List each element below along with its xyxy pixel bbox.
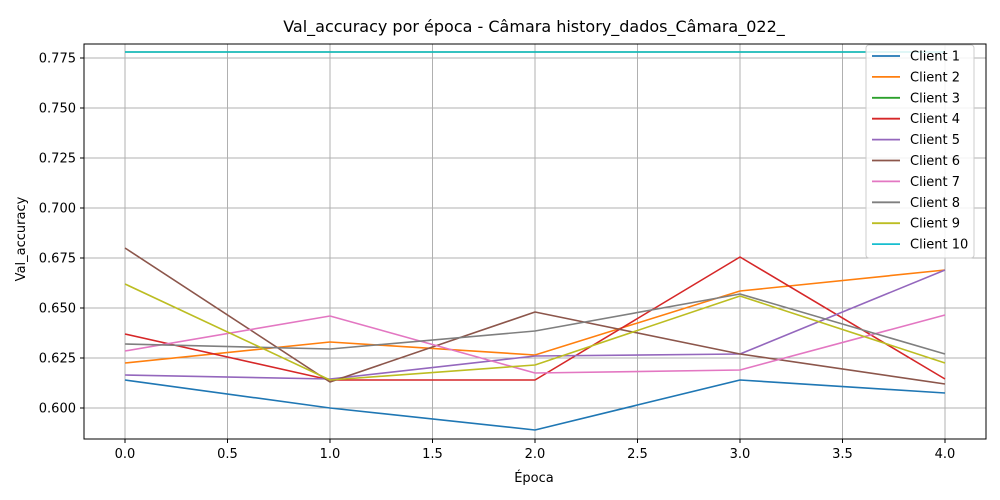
y-tick-label: 0.625 [39, 352, 76, 367]
y-axis-ticks: 0.600 0.625 0.650 0.675 0.700 0.725 0.750 0.775 [39, 52, 84, 417]
y-tick-label: 0.600 [39, 402, 76, 417]
x-tick-label: 0.5 [217, 447, 238, 462]
x-axis-ticks: 0.0 0.5 1.0 1.5 2.0 2.5 3.0 3.5 4.0 [115, 439, 956, 462]
legend-label-client-7: Client 7 [910, 175, 960, 190]
y-axis-title: Val_accuracy [14, 196, 29, 281]
legend-label-client-9: Client 9 [910, 217, 960, 232]
series-line-client-6 [124, 247, 946, 385]
y-tick-label: 0.675 [39, 252, 76, 267]
legend-label-client-5: Client 5 [910, 133, 960, 148]
y-tick-label: 0.725 [39, 152, 76, 167]
series-line-client-9 [124, 283, 946, 381]
x-tick-label: 2.0 [525, 447, 546, 462]
y-tick-label: 0.750 [39, 102, 76, 117]
legend-label-client-4: Client 4 [910, 112, 960, 127]
legend-label-client-2: Client 2 [910, 70, 960, 85]
x-tick-label: 3.5 [832, 447, 853, 462]
x-tick-label: 0.0 [115, 447, 136, 462]
legend-label-client-1: Client 1 [910, 50, 960, 65]
x-tick-label: 1.5 [422, 447, 443, 462]
chart-title: Val_accuracy por época - Câmara history_… [283, 17, 786, 37]
y-tick-label: 0.775 [39, 52, 76, 67]
legend-label-client-8: Client 8 [910, 196, 960, 211]
x-tick-label: 2.5 [627, 447, 648, 462]
series-lines [124, 51, 946, 431]
legend-label-client-10: Client 10 [910, 238, 968, 253]
series-line-client-7 [124, 314, 946, 374]
series-line-client-1 [124, 379, 946, 431]
x-axis-title: Época [514, 470, 554, 486]
legend-label-client-3: Client 3 [910, 91, 960, 106]
x-tick-label: 1.0 [320, 447, 341, 462]
series-line-client-4 [124, 256, 946, 381]
series-line-client-5 [124, 269, 946, 380]
x-tick-label: 3.0 [730, 447, 751, 462]
x-tick-label: 4.0 [935, 447, 956, 462]
legend-label-client-6: Client 6 [910, 154, 960, 169]
series-line-client-2 [124, 269, 946, 364]
y-tick-label: 0.700 [39, 202, 76, 217]
y-tick-label: 0.650 [39, 302, 76, 317]
legend: Client 1 Client 2 Client 3 Client 4 Client 5… [865, 44, 975, 259]
